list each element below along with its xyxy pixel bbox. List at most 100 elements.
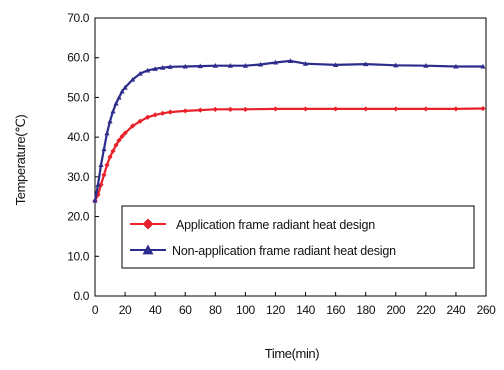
series-layer — [92, 58, 486, 204]
data-point — [104, 130, 110, 136]
series-non-application — [92, 58, 486, 203]
y-axis-label: Temperature(℃) — [13, 115, 28, 206]
data-point — [423, 63, 429, 68]
y-axis-ticks: 0.0 10.0 20.0 30.0 40.0 50.0 60.0 70.0 — [67, 11, 99, 303]
x-tick-label: 140 — [296, 303, 316, 317]
data-point — [104, 162, 110, 168]
x-tick-label: 20 — [119, 303, 132, 317]
data-point — [333, 106, 339, 112]
data-point — [122, 130, 128, 136]
data-point — [167, 109, 173, 115]
data-point — [113, 100, 119, 106]
data-point — [302, 61, 309, 66]
y-tick-label: 40.0 — [67, 130, 89, 144]
x-tick-label: 120 — [266, 303, 286, 317]
data-point — [129, 76, 136, 82]
data-point — [363, 61, 369, 67]
legend-item-application: Application frame radiant heat design — [130, 218, 375, 232]
x-tick-label: 240 — [447, 303, 467, 317]
data-point — [107, 154, 113, 160]
y-tick-label: 10.0 — [67, 249, 89, 263]
data-point — [272, 106, 279, 112]
data-point — [453, 63, 459, 69]
data-point — [242, 63, 248, 68]
data-point — [333, 62, 339, 67]
data-point — [145, 114, 151, 120]
data-point — [129, 123, 136, 129]
legend-label-application: Application frame radiant heat design — [176, 218, 375, 232]
data-point — [122, 84, 128, 90]
data-point — [110, 108, 116, 114]
x-tick-label: 220 — [416, 303, 436, 317]
data-point — [137, 118, 143, 124]
data-point — [116, 137, 122, 143]
data-point — [480, 105, 486, 112]
data-point — [182, 63, 188, 69]
data-point — [272, 59, 279, 65]
x-tick-label: 260 — [477, 303, 497, 317]
x-tick-label: 200 — [386, 303, 406, 317]
legend-marker-application — [142, 218, 154, 230]
data-point — [92, 198, 98, 203]
legend-marker-non-application — [142, 244, 154, 255]
data-point — [145, 67, 151, 73]
data-point — [182, 108, 188, 114]
data-point — [393, 106, 399, 112]
data-point — [242, 106, 248, 112]
data-point — [152, 66, 158, 71]
legend: Application frame radiant heat design No… — [121, 205, 475, 269]
legend-label-non-application: Non-application frame radiant heat desig… — [172, 244, 396, 258]
data-point — [137, 71, 143, 76]
data-point — [212, 106, 218, 112]
data-point — [393, 62, 399, 68]
plot-area — [94, 17, 487, 297]
data-point — [98, 162, 104, 168]
data-point — [152, 112, 158, 118]
data-point — [227, 63, 233, 68]
series-line — [93, 59, 483, 201]
y-tick-label: 20.0 — [67, 210, 89, 224]
y-tick-label: 30.0 — [67, 170, 89, 184]
y-tick-label: 70.0 — [67, 11, 89, 25]
data-point — [302, 106, 309, 112]
series-line — [94, 107, 484, 202]
data-point — [113, 142, 119, 148]
y-tick-label: 60.0 — [67, 51, 89, 65]
x-tick-label: 40 — [149, 303, 162, 317]
data-point — [363, 106, 369, 112]
x-axis-label: Time(min) — [265, 346, 319, 361]
data-point — [116, 94, 122, 100]
x-tick-label: 100 — [236, 303, 256, 317]
data-point — [167, 64, 173, 69]
data-point — [160, 65, 166, 70]
data-point — [101, 172, 107, 178]
y-tick-label: 0.0 — [74, 289, 90, 303]
x-tick-label: 180 — [356, 303, 376, 317]
data-point — [119, 133, 125, 139]
legend-item-non-application: Non-application frame radiant heat desig… — [130, 244, 396, 258]
data-point — [227, 106, 233, 112]
x-tick-label: 0 — [92, 303, 99, 317]
data-point — [197, 63, 203, 69]
x-tick-label: 160 — [326, 303, 346, 317]
x-tick-label: 60 — [179, 303, 192, 317]
x-axis-ticks: 0 20 40 60 80 100 120 140 160 180 200 220 240 260 — [92, 292, 497, 317]
data-point — [110, 148, 116, 154]
data-point — [95, 182, 101, 187]
data-point — [423, 106, 429, 112]
data-point — [480, 63, 486, 69]
data-point — [257, 61, 264, 67]
data-point — [107, 118, 113, 124]
y-tick-label: 50.0 — [67, 90, 89, 104]
plot-frame — [94, 17, 487, 297]
legend-box — [121, 205, 475, 269]
x-tick-label: 80 — [209, 303, 222, 317]
data-point — [101, 146, 107, 152]
data-point — [160, 110, 166, 116]
data-point — [119, 88, 125, 94]
data-point — [287, 58, 294, 63]
data-point — [212, 63, 218, 68]
data-point — [453, 106, 459, 112]
series-application — [92, 105, 486, 204]
